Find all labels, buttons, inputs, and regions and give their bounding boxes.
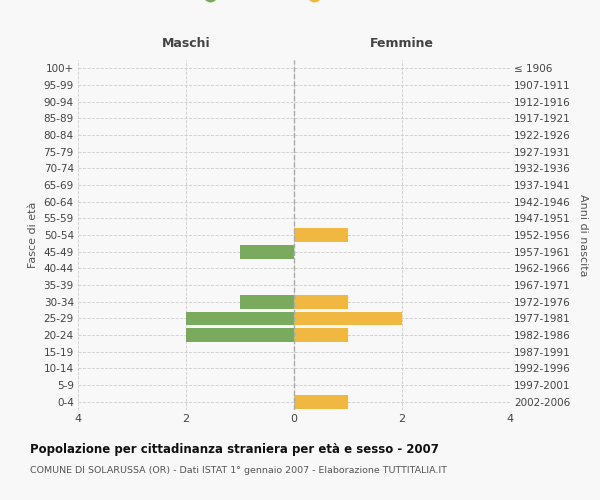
Bar [294, 295, 348, 308]
Text: Maschi: Maschi [161, 37, 211, 50]
Legend: Stranieri, Straniere: Stranieri, Straniere [198, 0, 390, 2]
Text: Femmine: Femmine [370, 37, 434, 50]
Bar [294, 228, 348, 242]
Bar [240, 295, 294, 308]
Bar [294, 395, 348, 408]
Y-axis label: Anni di nascita: Anni di nascita [578, 194, 587, 276]
Text: Popolazione per cittadinanza straniera per età e sesso - 2007: Popolazione per cittadinanza straniera p… [30, 442, 439, 456]
Bar [294, 312, 402, 325]
Y-axis label: Fasce di età: Fasce di età [28, 202, 38, 268]
Text: COMUNE DI SOLARUSSA (OR) - Dati ISTAT 1° gennaio 2007 - Elaborazione TUTTITALIA.: COMUNE DI SOLARUSSA (OR) - Dati ISTAT 1°… [30, 466, 447, 475]
Bar [294, 328, 348, 342]
Bar [186, 328, 294, 342]
Bar [240, 245, 294, 258]
Bar [186, 312, 294, 325]
